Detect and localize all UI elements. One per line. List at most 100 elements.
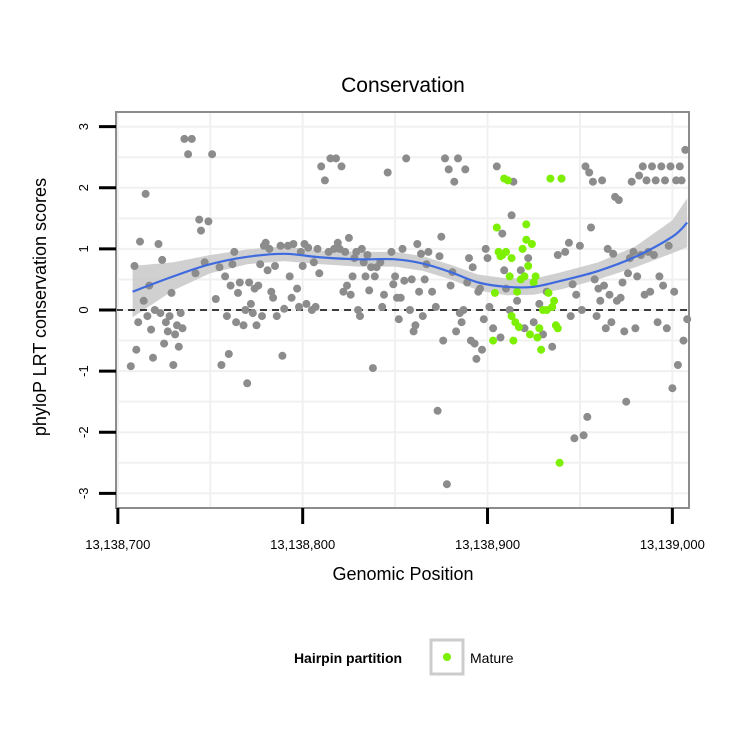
data-point-other: Other: 13138722, 1.08	[154, 240, 163, 248]
smooth-trend-line	[132, 221, 688, 293]
data-point-other: Other: 13138733, -0.6	[174, 342, 183, 351]
data-point-other: Other: 13138888, 2.3	[461, 165, 470, 174]
data-point-other: Other: 13138925, -0.2	[529, 318, 538, 327]
data-point-other: Other: 13138797, 0.35	[293, 284, 302, 293]
data-point-other: Other: 13138838, -0.95	[368, 364, 377, 373]
data-point-other: Other: 13138771, 0.45	[245, 278, 254, 287]
legend-mature-marker	[443, 653, 451, 661]
y-tick-label: -2	[76, 426, 91, 438]
data-point-other: Other: 13138892, 0.7	[468, 263, 477, 272]
data-point-other: Other: 13138846, 2.25	[383, 168, 392, 177]
y-tick-label: -3	[76, 488, 91, 500]
data-point-mature: Mature: 13138910, 0.95	[502, 247, 510, 256]
data-point-other: Other: 13138762, 0.75	[228, 260, 237, 269]
data-point-other: Other: 13138979, 0.95	[629, 247, 638, 256]
x-tick-label: 13,138,900	[455, 537, 520, 552]
data-point-other: Other: 13138971, 1.8	[614, 196, 623, 204]
data-point-mature: Mature: 13138929, -0.65	[537, 345, 546, 354]
data-point-other: Other: 13138768, -0.25	[239, 321, 248, 330]
data-point-other: Other: 13138898, -0.15	[479, 315, 488, 324]
data-point-other: Other: 13138874, 0.88	[435, 252, 444, 261]
data-point-other: Other: 13138818, 2.48	[332, 154, 340, 163]
data-point-mature: Mature: 13138919, 1	[518, 244, 527, 253]
data-point-other: Other: 13138950, 1.05	[575, 241, 584, 250]
data-point-other: Other: 13138894, -0.8	[472, 354, 481, 363]
x-tick-label: 13,139,000	[640, 537, 705, 552]
data-point-other: Other: 13138907, -0.45	[496, 333, 505, 342]
data-point-mature: Mature: 13138924, 1.08	[527, 240, 536, 248]
data-point-other: Other: 13138928, 0.1	[535, 299, 544, 308]
confidence-ribbon	[132, 198, 688, 318]
data-point-other: Other: 13138719, -0.78	[149, 353, 157, 362]
data-point-other: Other: 13138782, 1	[265, 244, 274, 253]
data-point-mature: Mature: 13138923, -0.4	[526, 330, 534, 339]
data-point-other: Other: 13138852, -0.15	[394, 315, 403, 324]
data-point-other: Other: 13138724, 0.82	[158, 255, 167, 264]
data-point-other: Other: 13138773, -0.05	[248, 309, 257, 318]
data-point-other: Other: 13138967, -0.2	[607, 318, 616, 327]
data-point-other: Other: 13138822, 0.3	[339, 287, 348, 296]
data-point-other: Other: 13138946, 0.42	[568, 280, 577, 289]
data-point-other: Other: 13138896, 0.35	[476, 284, 485, 293]
x-axis: 13,138,700 13,138,800 13,138,900 13,139,000	[85, 508, 705, 552]
data-point-other: Other: 13138988, 0.3	[646, 287, 655, 296]
data-point-other: Other: 13138844, 0.25	[380, 290, 388, 299]
data-point-other: Other: 13138770, -1.2	[243, 379, 252, 388]
data-point-other: Other: 13138772, 0.1	[246, 299, 255, 308]
data-point-other: Other: 13138794, 0.2	[287, 293, 296, 302]
data-point-other: Other: 13138749, 1.45	[204, 217, 213, 226]
data-point-other: Other: 13138759, -0.1	[222, 312, 231, 321]
data-point-mature: Mature: 13138933, 0.28	[544, 288, 553, 297]
data-point-other: Other: 13138909, 0.65	[500, 266, 509, 275]
y-tick-label: 2	[76, 184, 91, 191]
data-point-other: Other: 13138975, -1.5	[622, 397, 631, 406]
data-point-other: Other: 13138861, -0.25	[411, 321, 420, 330]
data-point-other: Other: 13138769, 0	[241, 306, 250, 314]
data-point-other: Other: 13138855, 0.48	[400, 276, 409, 285]
data-point-other: Other: 13138780, 1.1	[261, 238, 270, 247]
data-point-other: Other: 13138783, 0.3	[267, 287, 276, 296]
data-point-other: Other: 13138716, -0.1	[143, 312, 152, 321]
data-point-other: Other: 13138882, 2.1	[450, 177, 459, 186]
data-point-other: Other: 13138863, 0.3	[415, 287, 424, 296]
data-point-other: Other: 13138901, 0.05	[485, 302, 494, 311]
data-point-other: Other: 13138807, 0.05	[311, 302, 320, 311]
data-point-other: Other: 13138961, 0.15	[596, 296, 605, 305]
data-point-other: Other: 13138942, 0.95	[561, 247, 570, 256]
data-point-other: Other: 13138810, 2.35	[317, 162, 326, 171]
x-axis-title: Genomic Position	[332, 564, 473, 584]
data-point-other: Other: 13138886, -0.2	[457, 318, 466, 327]
data-point-other: Other: 13138890, 0.85	[465, 254, 473, 263]
data-point-other: Other: 13139003, -0.9	[673, 361, 682, 369]
data-point-other: Other: 13138800, 0.72	[298, 262, 307, 270]
data-point-other: Other: 13138995, 0.4	[659, 281, 668, 290]
data-point-other: Other: 13138883, -0.35	[452, 327, 461, 336]
data-point-other: Other: 13138878, -2.85	[442, 480, 451, 489]
data-point-other: Other: 13138968, 0.92	[609, 249, 618, 258]
data-point-other: Other: 13138966, 0.25	[605, 290, 614, 299]
data-point-other: Other: 13138849, 0.42	[389, 280, 398, 289]
data-point-other: Other: 13138726, -0.2	[161, 318, 170, 327]
data-point-other: Other: 13138916, 0.15	[513, 296, 522, 305]
data-point-other: Other: 13138826, 0.25	[346, 290, 355, 299]
data-point-mature: Mature: 13138939, -2.5	[555, 458, 564, 467]
legend-title: Hairpin partition	[294, 650, 402, 666]
data-point-other: Other: 13138824, 0.4	[343, 281, 351, 290]
data-point-other: Other: 13138736, 2.8	[180, 134, 189, 143]
data-point-other: Other: 13138744, 1.48	[195, 215, 204, 224]
data-point-mature: Mature: 13138903, -0.5	[489, 336, 498, 345]
data-point-other: Other: 13138997, -0.3	[662, 324, 671, 333]
data-point-mature: Mature: 13138925, 0.45	[529, 278, 538, 287]
data-point-other: Other: 13138899, 1	[481, 244, 490, 253]
data-point-mature: Mature: 13138920, 0.55	[520, 272, 529, 281]
data-point-other: Other: 13138870, 0.3	[428, 287, 437, 296]
data-point-other: Other: 13138986, 2.12	[642, 176, 651, 185]
data-point-other: Other: 13138989, 2.35	[648, 162, 656, 171]
data-point-other: Other: 13138812, 2.12	[320, 176, 329, 185]
data-point-other: Other: 13138764, -0.2	[232, 318, 241, 327]
data-point-other: Other: 13138725, -0.55	[160, 339, 169, 348]
data-point-other: Other: 13138981, 0.55	[633, 272, 642, 281]
data-point-other: Other: 13138821, 2.35	[337, 162, 346, 171]
data-point-other: Other: 13138905, 2.35	[492, 162, 501, 171]
